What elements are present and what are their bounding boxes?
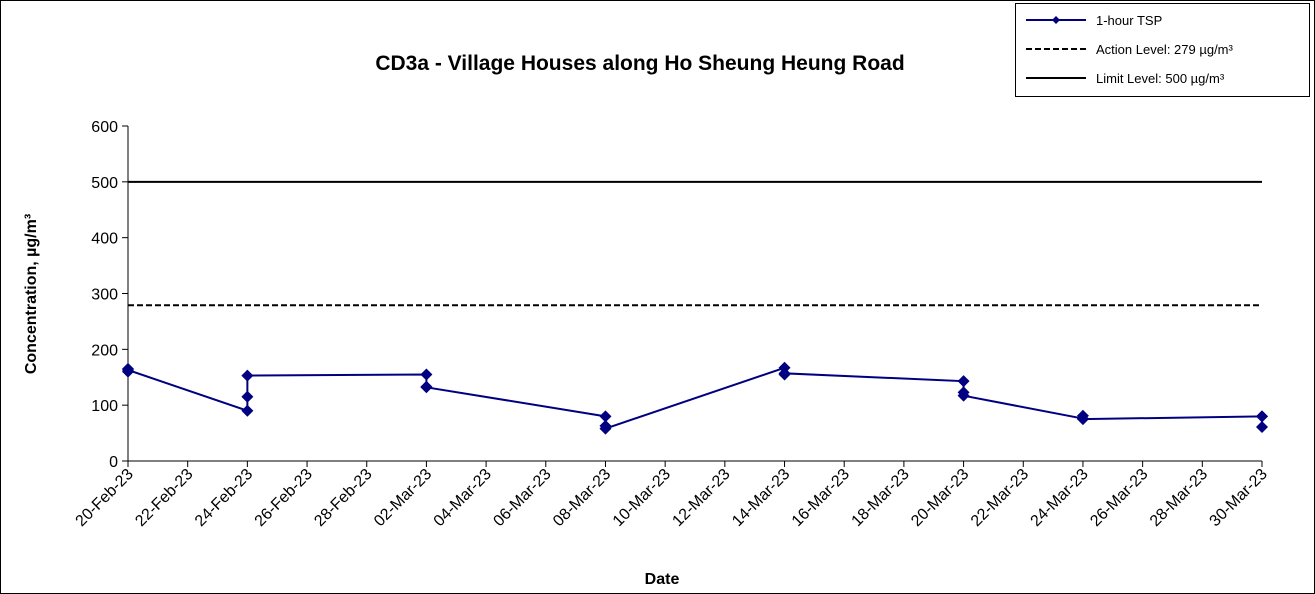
marker <box>420 381 433 394</box>
legend-label: Action Level: 279 µg/m³ <box>1096 42 1234 57</box>
marker <box>599 422 612 435</box>
y-tick-label: 200 <box>91 342 118 359</box>
marker <box>1256 420 1268 433</box>
marker <box>599 410 612 423</box>
legend-label: Limit Level: 500 µg/m³ <box>1096 71 1225 86</box>
marker <box>122 363 134 376</box>
y-tick-label: 400 <box>91 231 118 248</box>
marker <box>1076 413 1089 426</box>
y-tick-label: 100 <box>91 398 118 415</box>
marker <box>1256 410 1268 423</box>
y-tick-label: 600 <box>91 119 118 136</box>
legend-marker <box>1052 16 1060 24</box>
y-tick-label: 300 <box>91 287 118 304</box>
marker <box>957 375 970 388</box>
marker <box>778 367 791 380</box>
legend-label: 1-hour TSP <box>1096 13 1162 28</box>
marker <box>241 404 254 417</box>
y-axis-label: Concentration, µg/m³ <box>23 214 40 374</box>
x-axis-label: Date <box>645 571 680 588</box>
marker <box>241 390 254 403</box>
chart-title: CD3a - Village Houses along Ho Sheung He… <box>375 52 904 75</box>
marker <box>957 389 970 402</box>
marker <box>420 368 433 381</box>
y-tick-label: 0 <box>109 454 118 471</box>
marker <box>241 369 254 382</box>
y-tick-label: 500 <box>91 175 118 192</box>
